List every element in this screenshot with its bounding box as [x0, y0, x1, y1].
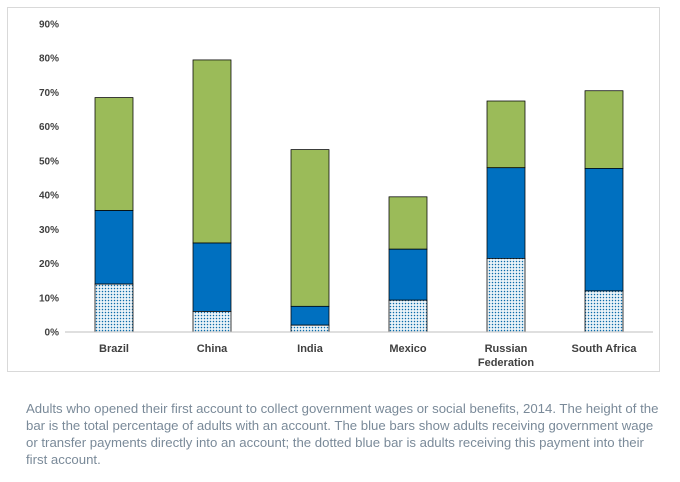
y-tick-label: 60%	[39, 122, 59, 133]
bar-segment-direct-deposit	[486, 167, 526, 259]
x-category-label: China	[197, 343, 228, 355]
bar-segment-first-account	[486, 258, 526, 333]
y-tick-label: 0%	[45, 328, 60, 339]
bar-segment-direct-deposit	[290, 305, 330, 326]
x-category-label: Mexico	[389, 343, 427, 355]
bar-segment-first-account	[388, 299, 428, 333]
bar-segment-first-account	[192, 311, 232, 333]
bar-segment-direct-deposit	[388, 248, 428, 301]
y-tick-label: 30%	[39, 225, 59, 236]
bar-segment-direct-deposit	[584, 168, 624, 292]
y-tick-label: 10%	[39, 293, 59, 304]
x-category-label: Russian Federation	[478, 343, 535, 369]
chart-frame: 0% 10% 20% 30% 40% 50% 60% 70% 80% 90% Brazil Chin…	[7, 7, 660, 372]
bar-segment-total	[584, 90, 624, 169]
bar-segment-total	[94, 97, 134, 211]
bar-segment-first-account	[290, 324, 330, 333]
bar-segment-direct-deposit	[94, 210, 134, 285]
bar-segment-total	[290, 149, 330, 307]
x-category-label: Brazil	[99, 343, 129, 355]
y-tick-label: 40%	[39, 191, 59, 202]
y-tick-label: 70%	[39, 88, 59, 99]
y-tick-label: 50%	[39, 156, 59, 167]
bar-segment-total	[192, 59, 232, 244]
bar-segment-total	[388, 196, 428, 250]
y-tick-label: 90%	[39, 20, 59, 31]
x-category-label: South Africa	[572, 343, 638, 355]
chart-caption: Adults who opened their first account to…	[26, 401, 659, 467]
x-category-label: India	[297, 343, 324, 355]
bar-segment-first-account	[584, 290, 624, 333]
bar-segment-direct-deposit	[192, 242, 232, 312]
y-tick-label: 20%	[39, 259, 59, 270]
bar-chart: 0% 10% 20% 30% 40% 50% 60% 70% 80% 90% Brazil Chin…	[39, 20, 653, 369]
y-tick-label: 80%	[39, 54, 59, 65]
bar-segment-first-account	[94, 283, 134, 333]
bar-segment-total	[486, 100, 526, 169]
